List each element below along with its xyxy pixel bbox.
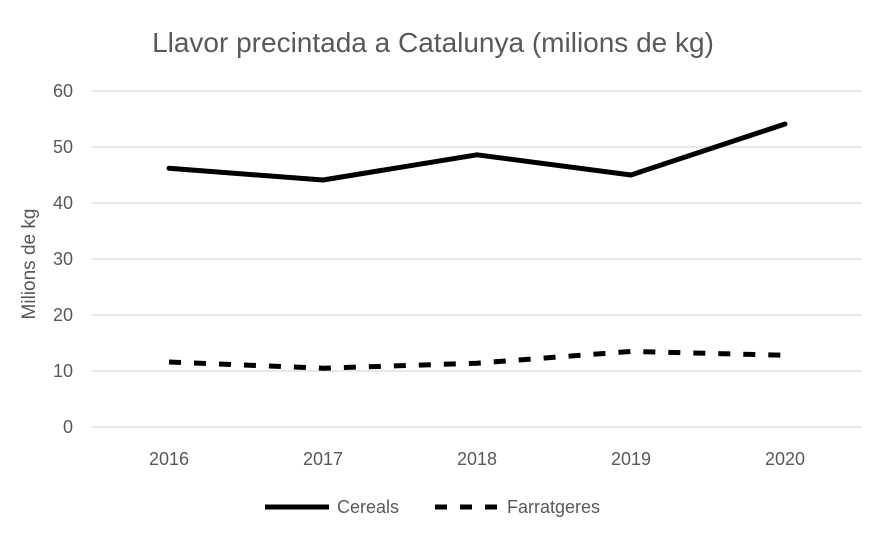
x-tick-label: 2016 bbox=[149, 449, 189, 469]
y-tick-label: 10 bbox=[53, 361, 73, 381]
y-tick-label: 40 bbox=[53, 193, 73, 213]
x-axis: 2016 2017 2018 2019 2020 bbox=[149, 449, 805, 469]
y-tick-label: 0 bbox=[63, 417, 73, 437]
y-tick-label: 30 bbox=[53, 249, 73, 269]
y-tick-label: 20 bbox=[53, 305, 73, 325]
series-line-farratgeres bbox=[168, 348, 786, 371]
x-tick-label: 2020 bbox=[765, 449, 805, 469]
y-tick-label: 50 bbox=[53, 137, 73, 157]
series-line-cereals bbox=[166, 121, 788, 183]
plot-area bbox=[166, 121, 788, 371]
y-axis-label: Milions de kg bbox=[19, 209, 40, 320]
legend: Cereals Farratgeres bbox=[265, 497, 600, 517]
y-tick-label: 60 bbox=[53, 81, 73, 101]
legend-label: Cereals bbox=[337, 497, 399, 517]
y-axis: 0 10 20 30 40 50 60 bbox=[53, 81, 73, 437]
legend-label: Farratgeres bbox=[507, 497, 600, 517]
gridlines bbox=[92, 90, 862, 428]
x-tick-label: 2017 bbox=[303, 449, 343, 469]
chart-title: Llavor precintada a Catalunya (milions d… bbox=[152, 27, 714, 58]
x-tick-label: 2018 bbox=[457, 449, 497, 469]
x-tick-label: 2019 bbox=[611, 449, 651, 469]
